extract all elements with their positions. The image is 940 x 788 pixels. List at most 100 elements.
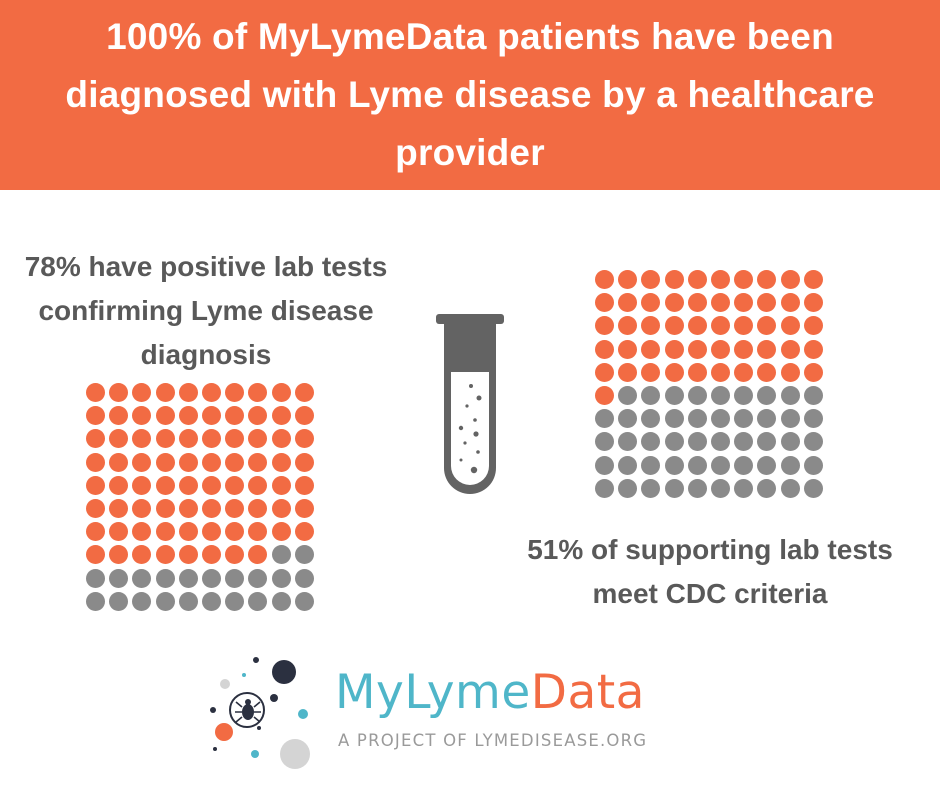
dot-filled bbox=[664, 293, 684, 313]
dot-empty bbox=[664, 478, 684, 498]
dot-empty bbox=[618, 432, 638, 452]
dot-empty bbox=[664, 386, 684, 405]
dot-filled bbox=[711, 316, 730, 336]
dot-empty bbox=[595, 432, 614, 452]
dot-filled bbox=[780, 316, 800, 336]
dot-empty bbox=[225, 568, 245, 588]
dot-filled bbox=[109, 452, 129, 472]
dot-filled bbox=[595, 293, 614, 313]
dot-filled bbox=[86, 452, 105, 472]
dot-filled bbox=[711, 339, 730, 359]
dot-filled bbox=[595, 316, 614, 336]
dot-filled bbox=[271, 383, 291, 402]
dot-empty bbox=[86, 591, 105, 611]
dot-filled bbox=[757, 293, 777, 313]
dot-empty bbox=[803, 455, 823, 475]
dot-filled bbox=[86, 406, 105, 426]
dot-filled bbox=[687, 339, 707, 359]
dot-filled bbox=[132, 475, 152, 495]
page-title: 100% of MyLymeData patients have been di… bbox=[65, 16, 875, 173]
dot-filled bbox=[225, 475, 245, 495]
dot-empty bbox=[202, 568, 221, 588]
dot-filled bbox=[86, 522, 105, 542]
dot-filled bbox=[248, 452, 268, 472]
dot-filled bbox=[757, 270, 777, 289]
dot-filled bbox=[132, 522, 152, 542]
dot-filled bbox=[86, 383, 105, 402]
dot-filled bbox=[271, 429, 291, 449]
dot-filled bbox=[294, 383, 314, 402]
dot-filled bbox=[803, 270, 823, 289]
dot-filled bbox=[271, 475, 291, 495]
stat-right-text: 51% of supporting lab tests meet CDC cri… bbox=[527, 534, 893, 609]
dot-empty bbox=[757, 455, 777, 475]
dot-filled bbox=[248, 406, 268, 426]
dot-filled bbox=[618, 293, 638, 313]
dot-filled bbox=[664, 270, 684, 289]
dot-filled bbox=[595, 362, 614, 382]
dot-filled bbox=[641, 293, 661, 313]
dot-empty bbox=[248, 591, 268, 611]
dot-empty bbox=[202, 591, 221, 611]
dot-filled bbox=[641, 270, 661, 289]
dot-filled bbox=[109, 499, 129, 518]
dot-filled bbox=[109, 406, 129, 426]
dot-filled bbox=[271, 452, 291, 472]
dot-empty bbox=[664, 432, 684, 452]
dot-empty bbox=[294, 591, 314, 611]
dot-filled bbox=[202, 545, 221, 565]
dot-filled bbox=[248, 429, 268, 449]
dot-filled bbox=[155, 406, 175, 426]
dot-filled bbox=[734, 339, 754, 359]
dot-filled bbox=[225, 383, 245, 402]
dot-filled bbox=[734, 270, 754, 289]
dot-empty bbox=[711, 432, 730, 452]
dot-filled bbox=[757, 362, 777, 382]
dot-empty bbox=[618, 409, 638, 429]
dot-empty bbox=[757, 409, 777, 429]
dot-filled bbox=[248, 383, 268, 402]
dot-filled bbox=[734, 316, 754, 336]
dot-filled bbox=[734, 362, 754, 382]
dot-filled bbox=[757, 339, 777, 359]
dot-filled bbox=[687, 293, 707, 313]
dot-filled bbox=[294, 475, 314, 495]
dot-filled bbox=[155, 545, 175, 565]
dot-filled bbox=[248, 475, 268, 495]
dot-empty bbox=[780, 432, 800, 452]
dot-filled bbox=[780, 293, 800, 313]
dot-filled bbox=[294, 452, 314, 472]
dot-filled bbox=[86, 475, 105, 495]
dot-empty bbox=[595, 455, 614, 475]
dot-filled bbox=[202, 406, 221, 426]
dot-empty bbox=[132, 591, 152, 611]
dot-filled bbox=[155, 452, 175, 472]
dot-filled bbox=[711, 362, 730, 382]
dot-empty bbox=[780, 409, 800, 429]
dot-filled bbox=[178, 452, 198, 472]
dot-filled bbox=[780, 362, 800, 382]
dot-filled bbox=[271, 406, 291, 426]
dot-empty bbox=[734, 409, 754, 429]
dot-filled bbox=[687, 270, 707, 289]
dot-empty bbox=[248, 568, 268, 588]
dot-filled bbox=[109, 545, 129, 565]
test-tube-icon bbox=[436, 314, 504, 494]
dot-filled bbox=[734, 293, 754, 313]
dot-filled bbox=[225, 406, 245, 426]
dot-empty bbox=[271, 591, 291, 611]
dot-filled bbox=[109, 383, 129, 402]
dot-empty bbox=[618, 386, 638, 405]
dot-filled bbox=[687, 362, 707, 382]
dot-filled bbox=[178, 499, 198, 518]
dot-filled bbox=[248, 499, 268, 518]
dot-filled bbox=[202, 452, 221, 472]
dot-filled bbox=[155, 475, 175, 495]
dot-filled bbox=[294, 499, 314, 518]
dot-empty bbox=[803, 432, 823, 452]
dot-empty bbox=[803, 409, 823, 429]
dot-empty bbox=[271, 568, 291, 588]
dot-filled bbox=[595, 386, 614, 405]
dot-empty bbox=[109, 568, 129, 588]
dot-filled bbox=[803, 362, 823, 382]
